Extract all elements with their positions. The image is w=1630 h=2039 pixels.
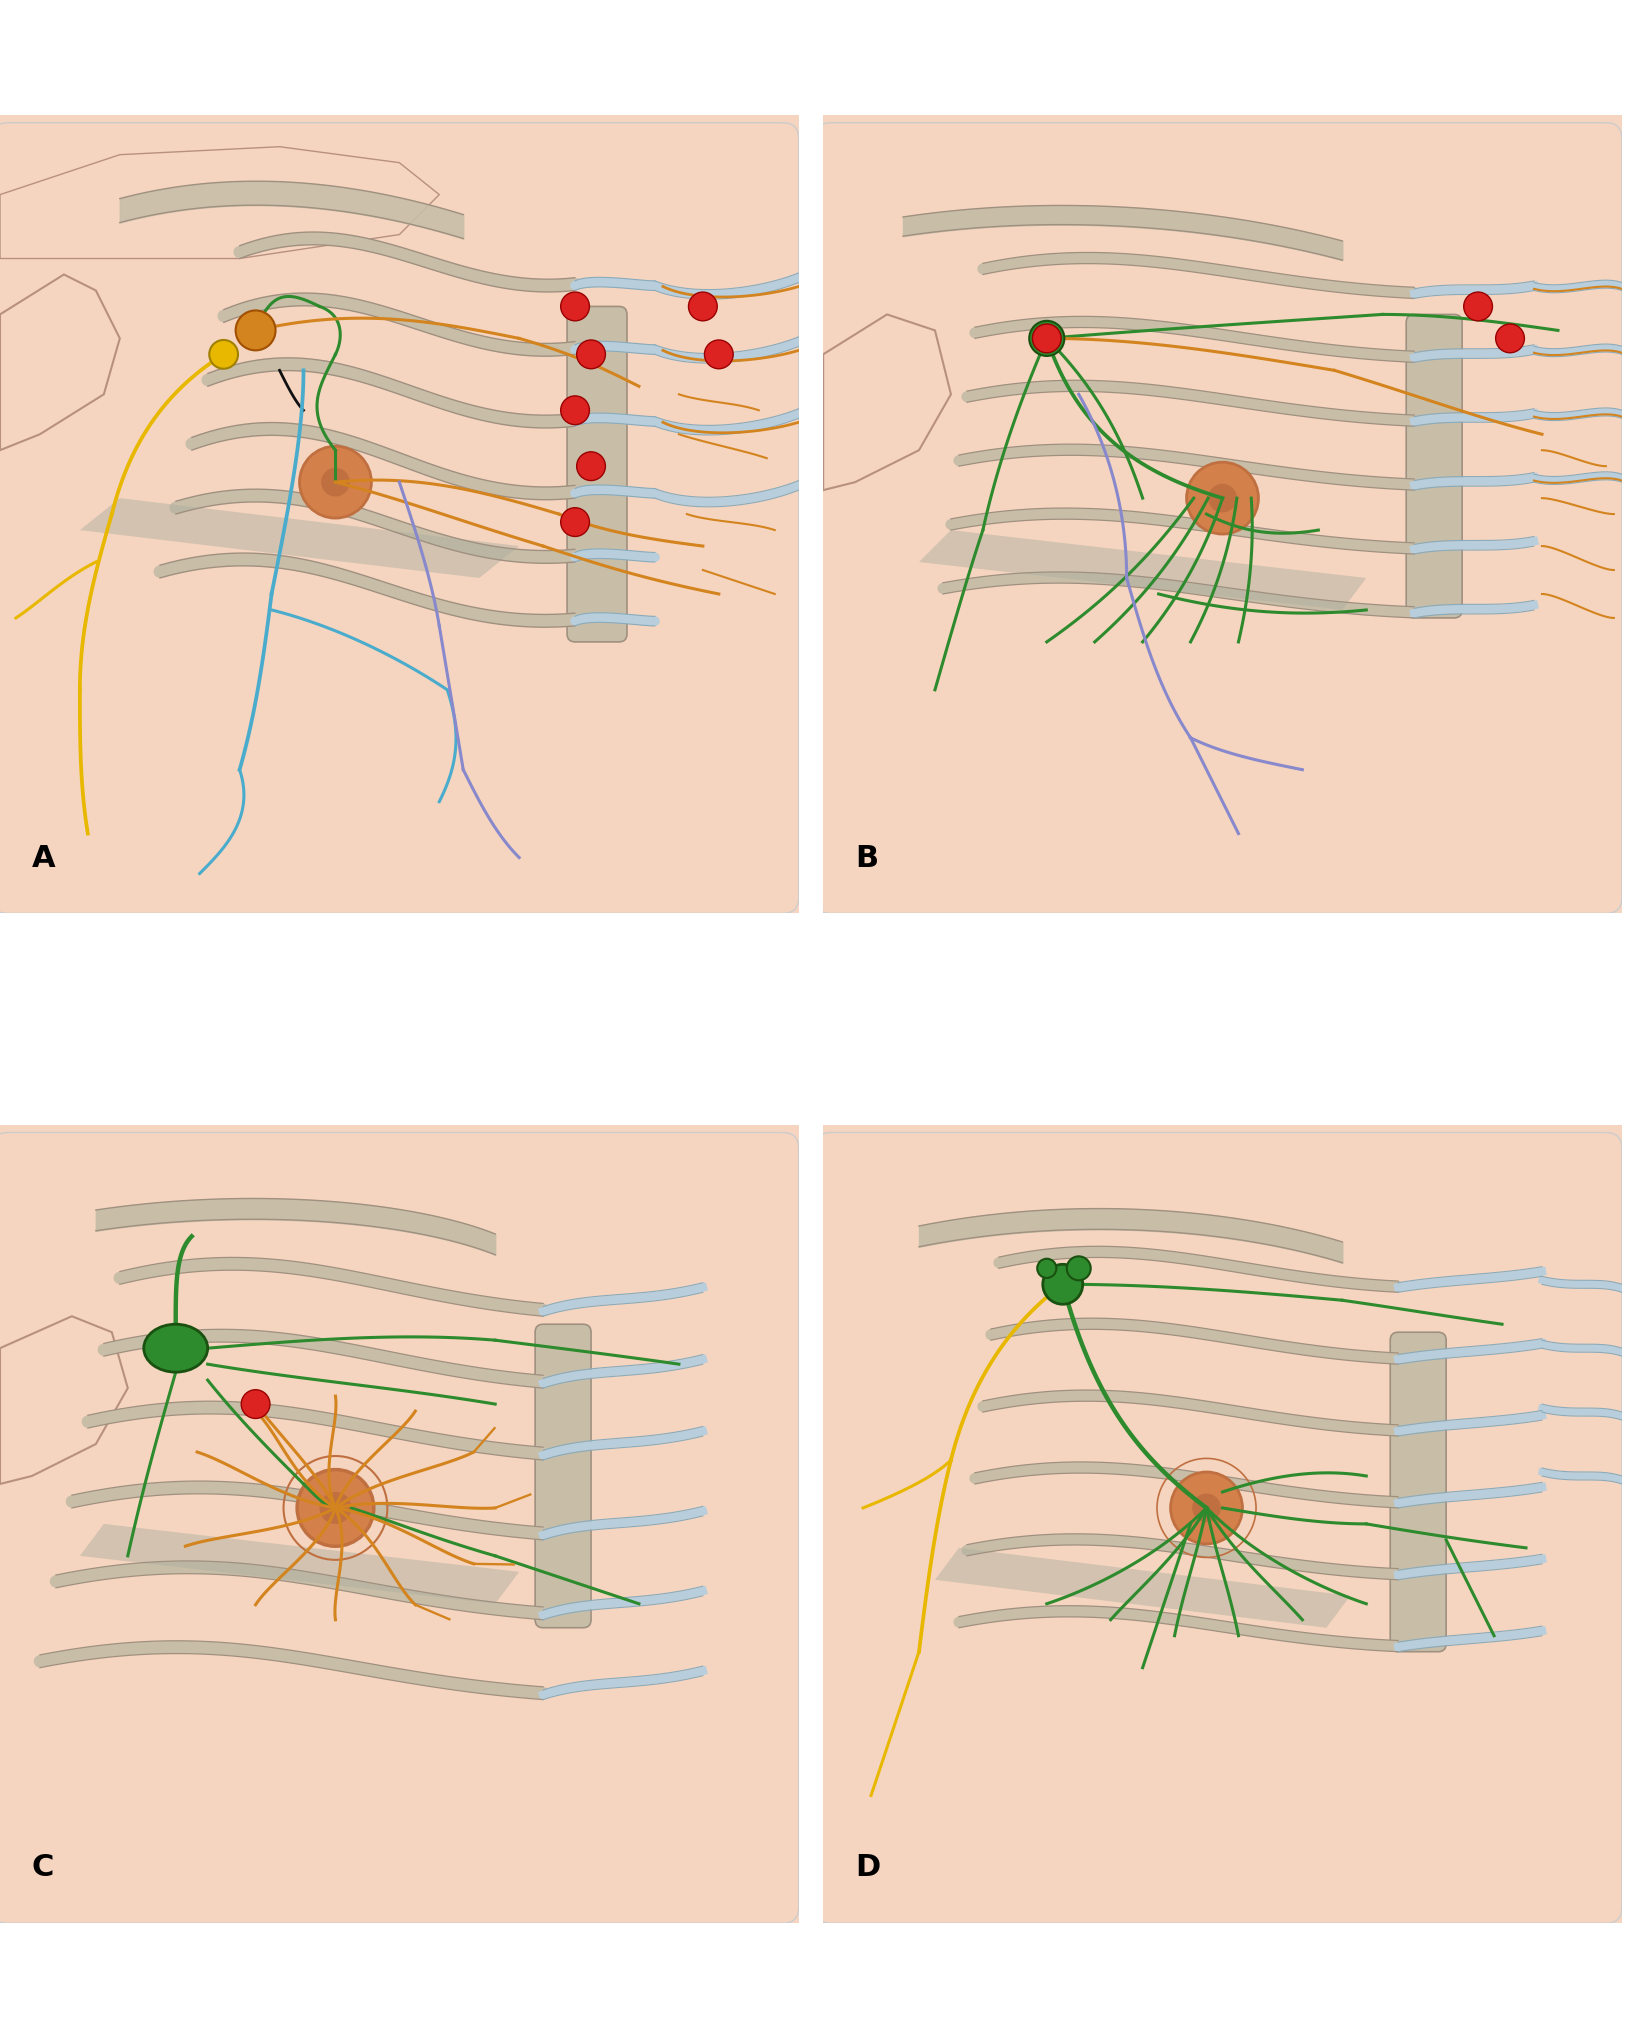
Circle shape <box>704 341 734 369</box>
Polygon shape <box>0 275 121 451</box>
Circle shape <box>319 1493 352 1525</box>
Polygon shape <box>823 316 950 491</box>
Circle shape <box>241 1391 271 1419</box>
Polygon shape <box>936 1548 1350 1627</box>
Circle shape <box>1464 294 1493 322</box>
Circle shape <box>688 294 717 322</box>
Text: D: D <box>856 1851 880 1882</box>
Polygon shape <box>80 1525 518 1605</box>
FancyBboxPatch shape <box>815 1134 1622 1923</box>
Circle shape <box>1192 1495 1221 1523</box>
Circle shape <box>321 469 350 498</box>
Polygon shape <box>919 530 1366 610</box>
Text: C: C <box>33 1851 54 1882</box>
Circle shape <box>561 294 590 322</box>
Circle shape <box>1043 1264 1082 1305</box>
Circle shape <box>1496 324 1524 353</box>
Circle shape <box>236 312 275 351</box>
Ellipse shape <box>143 1325 207 1372</box>
Polygon shape <box>80 500 518 579</box>
Circle shape <box>1029 322 1064 357</box>
Polygon shape <box>823 116 1622 913</box>
FancyBboxPatch shape <box>0 124 799 913</box>
Circle shape <box>209 341 238 369</box>
FancyBboxPatch shape <box>1390 1334 1446 1652</box>
Polygon shape <box>0 1126 799 1923</box>
FancyBboxPatch shape <box>567 308 628 642</box>
Polygon shape <box>823 1126 1622 1923</box>
Polygon shape <box>0 116 799 913</box>
Circle shape <box>561 508 590 536</box>
Circle shape <box>1170 1472 1242 1544</box>
FancyBboxPatch shape <box>535 1325 592 1627</box>
FancyBboxPatch shape <box>1407 316 1462 618</box>
Circle shape <box>297 1470 373 1546</box>
FancyBboxPatch shape <box>0 1134 799 1923</box>
Text: B: B <box>856 842 879 873</box>
Circle shape <box>300 447 372 518</box>
FancyBboxPatch shape <box>815 124 1622 913</box>
Circle shape <box>577 453 605 481</box>
Polygon shape <box>0 1317 127 1484</box>
Polygon shape <box>0 147 440 259</box>
Text: A: A <box>33 842 55 873</box>
Circle shape <box>577 341 605 369</box>
Circle shape <box>1032 324 1061 353</box>
Circle shape <box>1066 1256 1090 1280</box>
Circle shape <box>1037 1260 1056 1278</box>
Circle shape <box>561 398 590 426</box>
Circle shape <box>1208 485 1237 514</box>
Circle shape <box>1187 463 1258 534</box>
